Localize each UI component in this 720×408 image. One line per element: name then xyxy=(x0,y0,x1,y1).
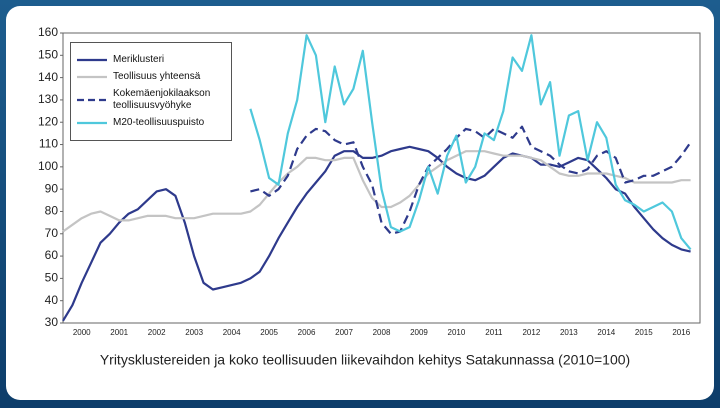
x-tick-label: 2014 xyxy=(597,328,615,337)
legend-swatch xyxy=(77,96,107,104)
x-tick-label: 2009 xyxy=(410,328,428,337)
legend-entry: Kokemäenjokilaakson teollisuusvyöhyke xyxy=(71,88,231,112)
y-tick-label: 130 xyxy=(38,92,58,106)
legend-swatch xyxy=(77,56,107,64)
x-tick-label: 2003 xyxy=(185,328,203,337)
legend-label: Kokemäenjokilaakson teollisuusvyöhyke xyxy=(113,88,223,112)
x-tick-label: 2010 xyxy=(448,328,466,337)
legend-label: M20-teollisuuspuisto xyxy=(113,117,223,129)
x-tick-label: 2002 xyxy=(148,328,166,337)
legend-entry: M20-teollisuuspuisto xyxy=(71,117,231,129)
x-tick-label: 2011 xyxy=(485,328,503,337)
y-tick-label: 100 xyxy=(38,159,58,173)
y-tick-label: 90 xyxy=(45,181,59,195)
y-tick-label: 40 xyxy=(45,293,59,307)
x-tick-label: 2004 xyxy=(223,328,241,337)
legend-swatch xyxy=(77,119,107,127)
y-tick-label: 50 xyxy=(45,271,59,285)
y-tick-label: 80 xyxy=(45,204,59,218)
y-tick-label: 110 xyxy=(39,137,58,151)
x-tick-label: 2016 xyxy=(672,328,690,337)
caption: Yritysklustereiden ja koko teollisuuden … xyxy=(100,352,630,368)
page: Yritysklustereiden ja koko teollisuuden … xyxy=(0,0,720,408)
legend-label: Meriklusteri xyxy=(113,54,223,66)
x-tick-label: 2007 xyxy=(335,328,353,337)
y-tick-label: 160 xyxy=(38,25,58,39)
x-tick-label: 2015 xyxy=(635,328,653,337)
legend: Meriklusteri Teollisuus yhteensä Kokemäenj… xyxy=(70,42,232,141)
y-tick-label: 120 xyxy=(38,114,58,128)
y-tick-label: 140 xyxy=(38,70,58,84)
x-tick-label: 2006 xyxy=(298,328,316,337)
y-tick-label: 70 xyxy=(45,226,59,240)
series-line xyxy=(250,35,690,249)
y-tick-label: 150 xyxy=(38,47,58,61)
x-tick-label: 2012 xyxy=(522,328,540,337)
legend-swatch xyxy=(77,73,107,81)
x-tick-label: 2001 xyxy=(110,328,128,337)
legend-label: Teollisuus yhteensä xyxy=(113,71,223,83)
legend-entry: Teollisuus yhteensä xyxy=(71,71,231,83)
y-tick-label: 60 xyxy=(45,248,59,262)
x-tick-label: 2013 xyxy=(560,328,578,337)
x-tick-label: 2000 xyxy=(73,328,91,337)
x-tick-label: 2005 xyxy=(260,328,278,337)
legend-entry: Meriklusteri xyxy=(71,54,231,66)
x-tick-label: 2008 xyxy=(373,328,391,337)
y-tick-label: 30 xyxy=(45,315,59,329)
